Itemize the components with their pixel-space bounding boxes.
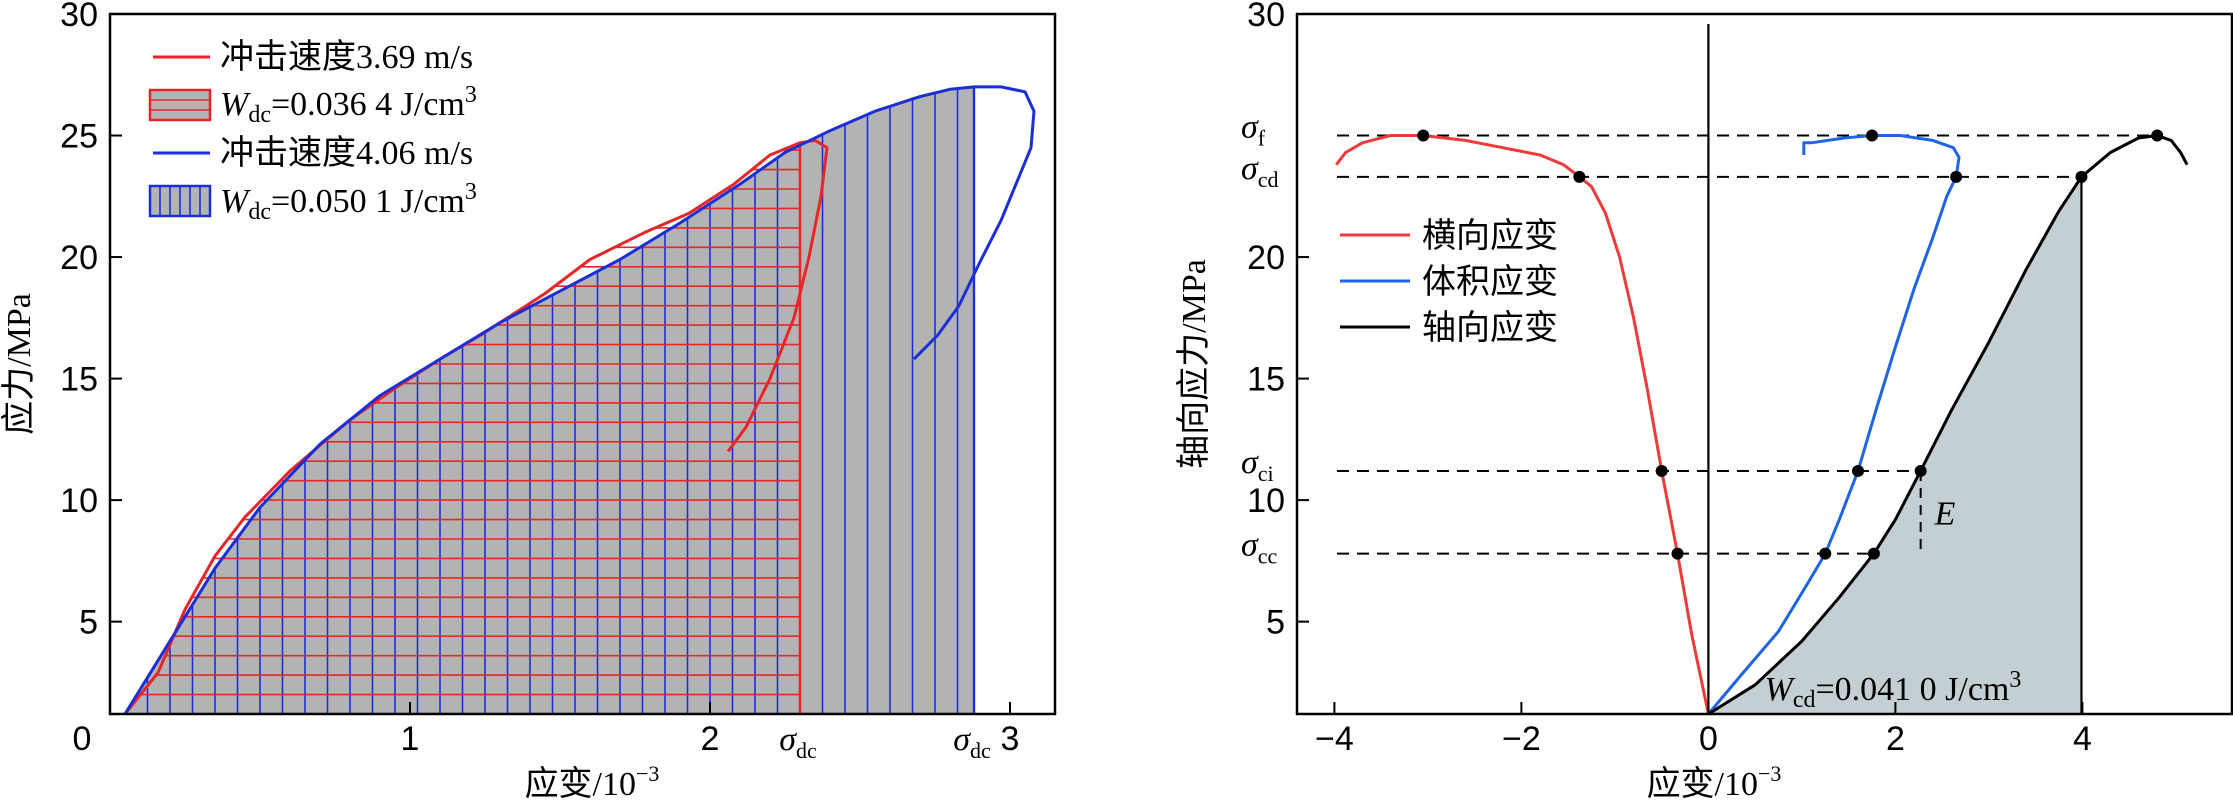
right-x-tick-label: −4 [1315, 720, 1354, 758]
right-energy-label: Wcd=0.041 0 J/cm3 [1765, 667, 2022, 713]
marker-axial [2075, 170, 2088, 183]
right-x-tick-label: 2 [1886, 720, 1905, 758]
legend-label-369: 冲击速度3.69 m/s [220, 38, 473, 76]
legend-energy-label-406: Wdc=0.050 1 J/cm3 [220, 179, 477, 225]
marker-lateral [1573, 170, 1586, 183]
stress-level-label-ci: σci [1241, 444, 1274, 486]
left-x-tick-label: 2 [701, 720, 720, 758]
legend-swatch-hatch-red [148, 88, 212, 122]
left-x-tick-label: 3 [1001, 720, 1020, 758]
left-y-axis-title: 应力/MPa [0, 293, 38, 435]
stress-level-label-f: σf [1241, 109, 1266, 151]
right-y-tick-label: 15 [1247, 361, 1285, 399]
right-y-tick-label: 5 [1266, 604, 1285, 642]
left-y-tick-label: 30 [60, 0, 98, 34]
legend-swatch-hatch-blue [148, 184, 212, 218]
stress-level-label-cd: σcd [1241, 150, 1279, 192]
marker-volumetric [1950, 170, 1963, 183]
right-legend: 横向应变 体积应变 轴向应变 [1340, 217, 1558, 347]
legend-label-406: 冲击速度4.06 m/s [220, 134, 473, 172]
left-y-tick-label: 20 [60, 239, 98, 277]
legend-label-lateral: 横向应变 [1422, 217, 1558, 255]
legend-energy-label-369: Wdc=0.036 4 J/cm3 [220, 82, 477, 128]
curve-369 [123, 138, 829, 715]
marker-volumetric [1819, 547, 1832, 560]
sigma-dc-label: σdc [953, 721, 991, 763]
right-x-tick-label: −2 [1502, 720, 1541, 758]
left-legend: 冲击速度3.69 m/s Wdc=0.036 4 J/cm3 冲击速度4.06 … [148, 38, 477, 225]
curve-volumetric [1707, 134, 1961, 715]
marker-volumetric [1852, 464, 1864, 477]
left-y-tick-label: 10 [60, 482, 98, 520]
right-y-tick-label: 30 [1247, 0, 1285, 34]
right-x-tick-label: 0 [1699, 720, 1718, 758]
right-y-tick-label: 20 [1247, 239, 1285, 277]
left-chart: 1 2 3 5 10 15 20 25 30 0 σdc σdc 冲击速度3.69 m/s Wdc… [0, 0, 1057, 800]
modulus-indicator: E [1919, 470, 1956, 554]
left-plot-frame [108, 12, 1057, 716]
legend-label-volumetric: 体积应变 [1422, 263, 1558, 301]
curve-406 [123, 85, 1036, 715]
left-y-tick-label: 5 [79, 604, 98, 642]
left-x-axis-title: 应变/10−3 [525, 761, 660, 800]
legend-label-axial: 轴向应变 [1422, 309, 1558, 347]
marker-axial [2151, 129, 2164, 142]
sigma-dc-label: σdc [779, 721, 817, 763]
marker-lateral [1417, 129, 1430, 142]
marker-axial [1867, 547, 1880, 560]
right-x-tick-label: 4 [2073, 720, 2092, 758]
energy-area-406 [125, 86, 974, 714]
stress-level-label-cc: σcc [1241, 527, 1278, 569]
left-x-tick-label: 1 [401, 720, 420, 758]
marker-lateral [1671, 547, 1684, 560]
right-x-axis-title: 应变/10−3 [1647, 761, 1782, 800]
right-y-axis-title: 轴向应力/MPa [1175, 259, 1213, 469]
right-plot-frame [1295, 12, 2233, 716]
marker-volumetric [1866, 129, 1879, 142]
modulus-label: E [1934, 495, 1956, 532]
energy-area-axial [1708, 176, 2082, 714]
marker-lateral [1655, 464, 1668, 477]
left-origin-label: 0 [73, 720, 92, 758]
right-y-tick-label: 10 [1247, 482, 1285, 520]
left-y-tick-label: 15 [60, 361, 98, 399]
left-y-tick-label: 25 [60, 118, 98, 156]
